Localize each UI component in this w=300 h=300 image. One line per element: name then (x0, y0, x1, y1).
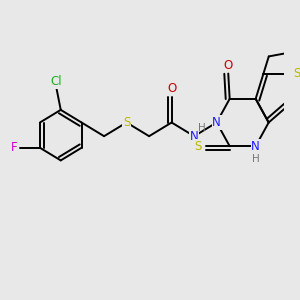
Text: H: H (198, 123, 206, 133)
Text: N: N (212, 116, 221, 129)
Text: N: N (251, 140, 260, 153)
Text: O: O (167, 82, 176, 95)
Text: H: H (252, 154, 260, 164)
Text: S: S (294, 68, 300, 80)
Text: S: S (123, 116, 130, 129)
Text: Cl: Cl (51, 75, 62, 88)
Text: O: O (224, 59, 233, 72)
Text: S: S (194, 140, 201, 153)
Text: F: F (11, 141, 17, 154)
Text: N: N (190, 130, 199, 143)
